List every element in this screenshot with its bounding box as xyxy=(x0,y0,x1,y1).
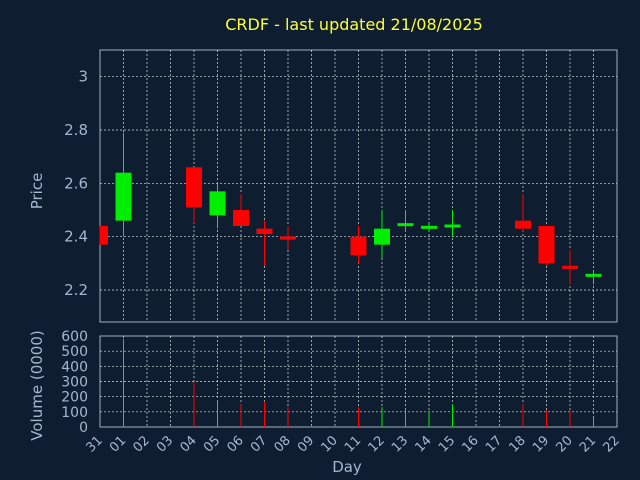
price-tick-label: 2.8 xyxy=(64,121,88,139)
candle-body xyxy=(562,265,578,269)
candles-layer xyxy=(99,132,602,285)
x-tick-label: 13 xyxy=(389,433,411,455)
price-tick-label: 2.4 xyxy=(64,228,88,246)
x-tick-label: 10 xyxy=(319,433,341,455)
x-tick-label: 31 xyxy=(84,433,106,455)
volume-tick-label: 100 xyxy=(61,405,88,421)
volume-tick-label: 600 xyxy=(61,329,88,345)
x-tick-label: 21 xyxy=(577,433,599,455)
volume-axis-label: Volume (0000) xyxy=(28,330,46,440)
x-tick-label: 02 xyxy=(131,433,153,455)
x-tick-label: 11 xyxy=(342,433,364,455)
candle-body xyxy=(397,223,414,227)
candle-body xyxy=(100,226,108,245)
price-tick-label: 2.2 xyxy=(64,281,88,299)
x-tick-label: 03 xyxy=(154,433,176,455)
candle-body xyxy=(233,210,249,226)
volume-tick-label: 400 xyxy=(61,359,88,375)
candle-body xyxy=(209,191,226,216)
x-tick-label: 05 xyxy=(201,433,223,455)
x-tick-label: 07 xyxy=(248,433,270,455)
price-tick-label: 2.6 xyxy=(64,174,88,192)
x-tick-label: 01 xyxy=(107,433,129,455)
candle-body xyxy=(256,228,273,234)
volume-bars-layer xyxy=(123,339,594,427)
candle-body xyxy=(115,172,132,221)
candle-body xyxy=(444,224,461,228)
candle-body xyxy=(280,236,296,240)
volume-tick-label: 500 xyxy=(61,344,88,360)
x-tick-label: 15 xyxy=(436,433,458,455)
x-tick-label: 19 xyxy=(530,433,552,455)
x-tick-label: 12 xyxy=(366,433,388,455)
volume-tick-label: 200 xyxy=(61,390,88,406)
candle-body xyxy=(421,225,437,229)
candle-body xyxy=(515,220,531,229)
candle-body xyxy=(538,226,555,264)
x-tick-label: 18 xyxy=(507,433,529,455)
price-tick-label: 3 xyxy=(78,68,88,86)
candle-body xyxy=(374,228,390,245)
x-axis-label: Day xyxy=(332,458,362,476)
x-tick-label: 08 xyxy=(272,433,294,455)
volume-tick-label: 0 xyxy=(79,420,88,436)
x-tick-label: 22 xyxy=(601,433,623,455)
x-tick-label: 09 xyxy=(295,433,317,455)
candle-body xyxy=(350,236,367,256)
x-tick-label: 04 xyxy=(178,433,200,455)
volume-tick-label: 300 xyxy=(61,375,88,391)
chart-title: CRDF - last updated 21/08/2025 xyxy=(225,15,483,34)
candle-body xyxy=(585,273,602,277)
x-tick-label: 20 xyxy=(554,433,576,455)
price-grid xyxy=(99,49,618,323)
candle-body xyxy=(186,167,202,208)
x-tick-label: 16 xyxy=(460,433,482,455)
price-axis-label: Price xyxy=(28,173,46,210)
x-tick-label: 14 xyxy=(413,433,435,455)
x-tick-label: 17 xyxy=(483,433,505,455)
x-tick-label: 06 xyxy=(225,433,247,455)
